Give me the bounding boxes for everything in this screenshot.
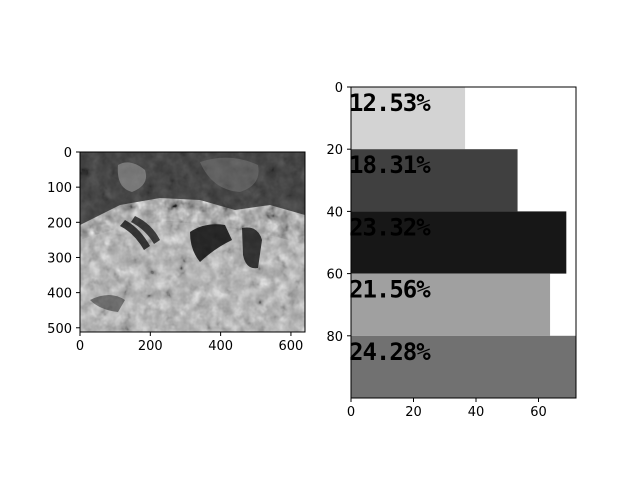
bar-axes-frame bbox=[350, 86, 577, 399]
bar-x-tick-label: 20 bbox=[405, 405, 422, 420]
bar-3 bbox=[351, 211, 567, 274]
image-panel: 0 200 400 600 0 100 200 300 400 500 bbox=[47, 146, 306, 354]
bar-label-5: 24.28% bbox=[349, 338, 431, 366]
image-y-axis: 0 100 200 300 400 500 bbox=[47, 146, 80, 337]
bars: 12.53% 18.31% 23.32% 21.56% 24.28% bbox=[349, 87, 576, 398]
image-y-tick-label: 0 bbox=[64, 146, 72, 161]
image-y-tick-label: 100 bbox=[47, 181, 72, 196]
bar-x-tick-label: 0 bbox=[347, 405, 355, 420]
bar-label-3: 23.32% bbox=[349, 213, 431, 241]
bar-1 bbox=[351, 87, 466, 150]
image-y-tick-label: 200 bbox=[47, 216, 72, 231]
bar-y-axis: 0 20 40 60 80 bbox=[326, 81, 351, 345]
bar-chart-panel: 12.53% 18.31% 23.32% 21.56% 24.28% 0 20 40 60 0… bbox=[326, 81, 577, 420]
image-y-tick-label: 400 bbox=[47, 287, 72, 302]
bar-x-axis: 0 20 40 60 bbox=[347, 398, 547, 420]
image-x-tick-label: 400 bbox=[208, 339, 233, 354]
bar-2 bbox=[351, 149, 518, 212]
bar-label-4: 21.56% bbox=[349, 276, 431, 304]
image-y-tick-label: 300 bbox=[47, 251, 72, 266]
bar-y-tick-label: 80 bbox=[326, 330, 343, 345]
image-x-tick-label: 200 bbox=[138, 339, 163, 354]
grayscale-image bbox=[80, 152, 305, 332]
bar-label-1: 12.53% bbox=[349, 89, 431, 117]
image-x-axis: 0 200 400 600 bbox=[76, 332, 303, 354]
bar-4 bbox=[351, 273, 551, 336]
image-x-tick-label: 0 bbox=[76, 339, 84, 354]
bar-y-tick-label: 20 bbox=[326, 143, 343, 158]
bar-y-tick-label: 0 bbox=[335, 81, 343, 96]
image-x-tick-label: 600 bbox=[279, 339, 304, 354]
image-y-tick-label: 500 bbox=[47, 322, 72, 337]
bar-y-tick-label: 40 bbox=[326, 205, 343, 220]
bar-5 bbox=[351, 335, 576, 398]
bar-y-tick-label: 60 bbox=[326, 268, 343, 283]
bar-label-2: 18.31% bbox=[349, 151, 431, 179]
image-axes-frame bbox=[79, 151, 306, 333]
bar-x-tick-label: 40 bbox=[468, 405, 485, 420]
bar-x-tick-label: 60 bbox=[530, 405, 547, 420]
